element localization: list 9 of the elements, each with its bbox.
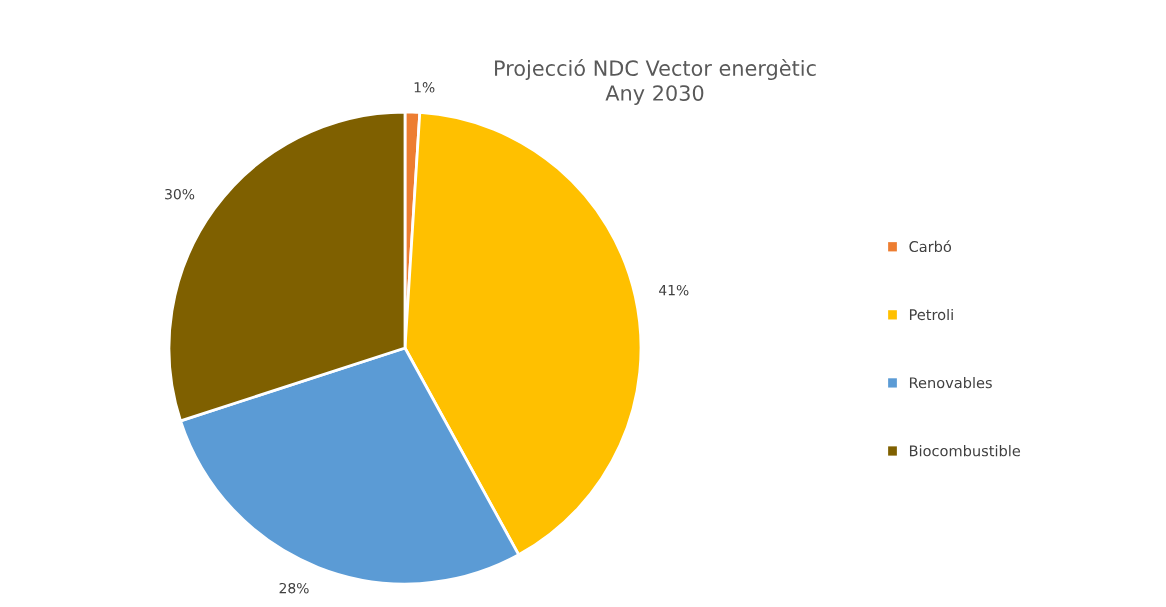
data-label: 30% xyxy=(165,188,195,200)
chart-title: Projecció NDC Vector energètic Any 2030 xyxy=(495,59,816,105)
legend-label: Carbó xyxy=(909,240,952,253)
data-label: 41% xyxy=(659,284,689,296)
legend-label: Renovables xyxy=(909,376,992,389)
data-label: 28% xyxy=(279,582,309,594)
legend-label: Biocombustible xyxy=(909,445,1021,457)
legend-label: Petroli xyxy=(909,308,953,321)
data-label: 1% xyxy=(414,82,435,93)
